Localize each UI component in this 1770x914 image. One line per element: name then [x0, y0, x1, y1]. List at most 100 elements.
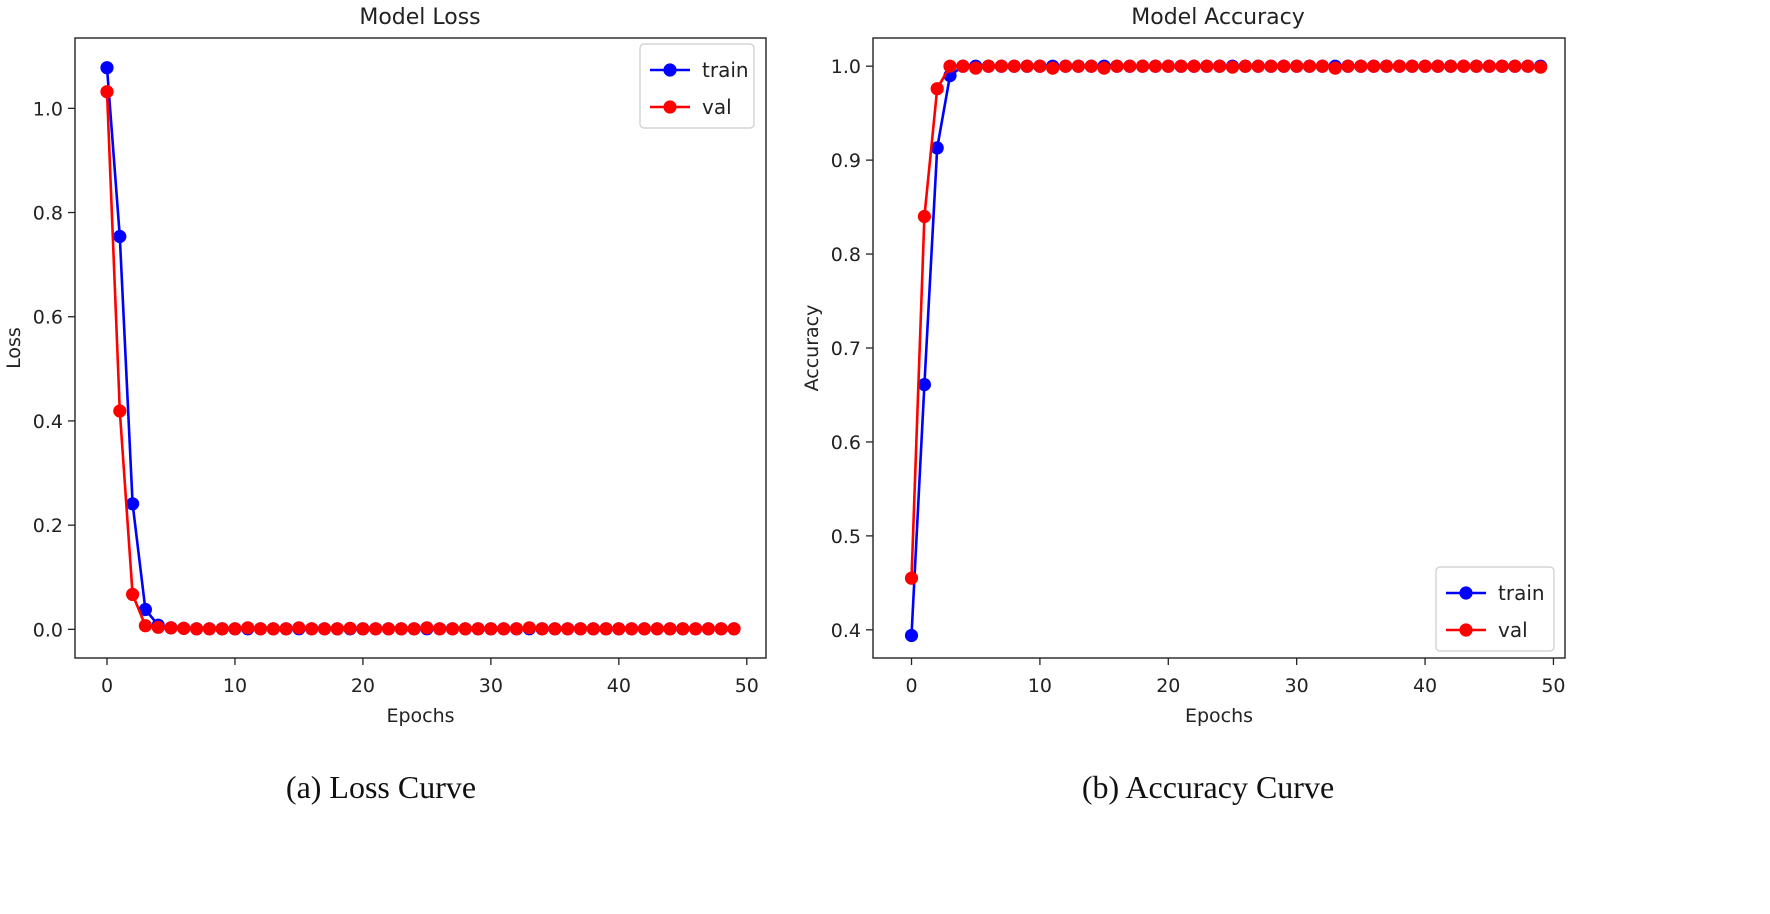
- data-point-val: [126, 587, 140, 602]
- data-point-train: [100, 61, 114, 75]
- data-point-val: [138, 619, 152, 633]
- y-tick-label: 0.9: [831, 150, 861, 172]
- legend: train val: [1435, 566, 1555, 652]
- data-point-train: [917, 378, 932, 392]
- x-tick-label: 0: [905, 675, 917, 697]
- chart-0: Model Loss 0 10 20 30 40 50 0.0 0.2 0.4 0.6 0.8 1.0 E…: [3, 5, 767, 805]
- data-point-val: [1367, 59, 1381, 73]
- data-point-val: [215, 622, 229, 636]
- data-point-val: [1136, 59, 1150, 73]
- data-point-val: [151, 620, 165, 634]
- plot-frame: [872, 37, 1566, 659]
- data-point-val: [1007, 59, 1021, 73]
- data-point-val: [356, 622, 370, 636]
- x-tick-label: 40: [607, 675, 631, 697]
- data-point-val: [676, 622, 690, 636]
- data-point-val: [445, 622, 460, 636]
- x-tick-label: 20: [351, 675, 375, 697]
- chart-caption: (b) Accuracy Curve: [1082, 769, 1334, 805]
- data-point-val: [305, 622, 319, 636]
- data-point-val: [1392, 59, 1406, 73]
- data-point-val: [1328, 61, 1342, 75]
- data-point-train: [904, 628, 919, 643]
- y-tick-label: 1.0: [33, 98, 63, 120]
- x-tick-label: 40: [1413, 675, 1437, 697]
- legend-box: [639, 43, 755, 129]
- data-point-val: [1187, 59, 1201, 73]
- y-tick-label: 1.0: [831, 56, 861, 78]
- data-point-val: [484, 622, 498, 636]
- x-tick-label: 50: [735, 675, 759, 697]
- data-point-val: [599, 622, 613, 636]
- data-point-val: [458, 622, 472, 636]
- data-point-train: [113, 229, 127, 244]
- x-axis-label: Epochs: [1185, 705, 1253, 727]
- data-point-val: [266, 622, 280, 636]
- legend-box: [1435, 566, 1555, 652]
- legend-marker-train: [663, 63, 677, 77]
- data-point-val: [394, 622, 408, 636]
- data-point-val: [509, 622, 524, 636]
- data-point-val: [727, 622, 741, 636]
- data-point-train: [930, 141, 944, 155]
- y-tick-label: 0.5: [831, 526, 861, 548]
- y-axis-label: Accuracy: [801, 305, 823, 392]
- data-point-val: [177, 621, 191, 635]
- data-point-val: [253, 622, 268, 636]
- data-point-val: [1020, 59, 1034, 73]
- y-tick-label: 0.0: [33, 619, 63, 641]
- series-line-train: [910, 64, 1541, 636]
- data-point-val: [663, 622, 677, 636]
- data-point-val: [1482, 59, 1496, 73]
- data-point-val: [113, 404, 127, 418]
- data-point-val: [1457, 59, 1471, 73]
- y-tick-label: 0.6: [831, 432, 861, 454]
- data-point-val: [650, 622, 664, 636]
- data-point-val: [930, 82, 944, 96]
- legend-label-val: val: [702, 95, 732, 119]
- data-point-val: [1379, 59, 1394, 73]
- data-point-val: [522, 621, 536, 635]
- series-line-val: [910, 64, 1541, 579]
- legend-marker-train: [1459, 586, 1473, 600]
- data-point-val: [1084, 59, 1098, 73]
- data-point-val: [561, 622, 575, 636]
- data-point-val: [1148, 59, 1162, 73]
- x-tick-label: 10: [1028, 675, 1052, 697]
- data-point-val: [1033, 59, 1047, 73]
- data-point-val: [420, 621, 434, 635]
- y-tick-label: 0.2: [33, 515, 63, 537]
- chart-caption: (a) Loss Curve: [286, 769, 476, 805]
- data-point-val: [994, 59, 1009, 73]
- series-line-val: [105, 91, 734, 631]
- data-point-val: [1354, 59, 1368, 73]
- data-point-val: [1238, 59, 1252, 73]
- plot-frame: [74, 37, 767, 659]
- data-point-val: [1059, 59, 1073, 73]
- data-point-val: [981, 59, 996, 73]
- chart-1: Model Accuracy 0 10 20 30 40 50 0.4 0.5 0.6 0.7 0.8…: [801, 5, 1566, 805]
- data-point-val: [943, 59, 957, 73]
- data-point-train: [138, 602, 152, 617]
- data-point-val: [1110, 59, 1124, 73]
- x-tick-label: 30: [479, 675, 503, 697]
- data-point-val: [612, 622, 626, 636]
- data-point-val: [164, 621, 178, 635]
- data-point-val: [904, 571, 919, 585]
- legend-marker-val: [663, 100, 677, 114]
- x-tick-label: 0: [101, 675, 113, 697]
- data-point-val: [433, 622, 447, 636]
- legend-label-train: train: [1498, 581, 1545, 605]
- series-line-train: [105, 67, 734, 631]
- x-tick-label: 10: [223, 675, 247, 697]
- x-tick-label: 50: [1541, 675, 1565, 697]
- x-tick-label: 30: [1285, 675, 1309, 697]
- x-axis-label: Epochs: [386, 705, 454, 727]
- data-point-val: [317, 622, 332, 636]
- data-point-val: [625, 622, 639, 636]
- data-point-val: [202, 622, 216, 636]
- data-point-val: [1508, 59, 1522, 73]
- data-point-val: [1046, 61, 1060, 75]
- data-point-val: [1521, 59, 1535, 73]
